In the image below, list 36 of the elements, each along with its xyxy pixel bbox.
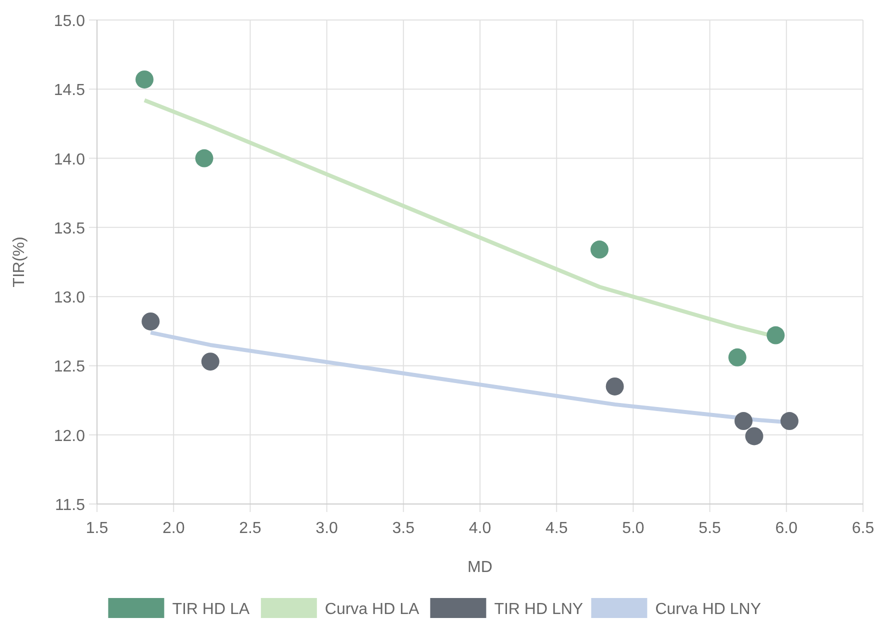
x-tick-label: 3.5 (392, 520, 415, 537)
point (590, 240, 608, 259)
point (766, 326, 785, 344)
y-tick-label: 15.0 (54, 13, 86, 30)
point (780, 412, 798, 430)
x-tick-label: 5.0 (622, 520, 644, 537)
point (606, 377, 624, 396)
x-tick-label: 4.5 (545, 520, 568, 537)
point (745, 427, 764, 446)
point (201, 352, 220, 371)
x-tick-label: 2.0 (162, 520, 185, 537)
legend-label: TIR HD LA (172, 601, 250, 618)
x-axis-title: MD (468, 559, 492, 576)
x-tick-label: 6.5 (852, 520, 874, 537)
point (728, 348, 746, 366)
x-tick-label: 6.0 (775, 520, 798, 537)
y-tick-label: 14.0 (54, 151, 86, 168)
x-tick-label: 3.0 (316, 520, 338, 537)
point (195, 149, 214, 168)
point (135, 70, 154, 88)
legend-label: TIR HD LNY (494, 601, 584, 618)
y-tick-label: 14.5 (54, 82, 86, 100)
legend-label: Curva HD LA (324, 601, 420, 618)
y-tick-label: 12.5 (54, 358, 86, 376)
x-tick-label: 1.5 (86, 520, 108, 537)
point (142, 312, 160, 330)
y-tick-label: 13.5 (54, 220, 86, 238)
x-tick-label: 4.0 (468, 520, 492, 537)
y-tick-label: 12.0 (54, 428, 86, 445)
x-tick-label: 5.5 (698, 520, 722, 537)
point (734, 412, 753, 430)
y-tick-label: 13.0 (54, 290, 86, 307)
x-tick-label: 2.5 (239, 520, 262, 537)
y-axis-title: TIR(%) (11, 236, 28, 288)
legend-label: Curva HD LNY (655, 601, 762, 618)
y-tick-label: 11.5 (55, 497, 86, 514)
